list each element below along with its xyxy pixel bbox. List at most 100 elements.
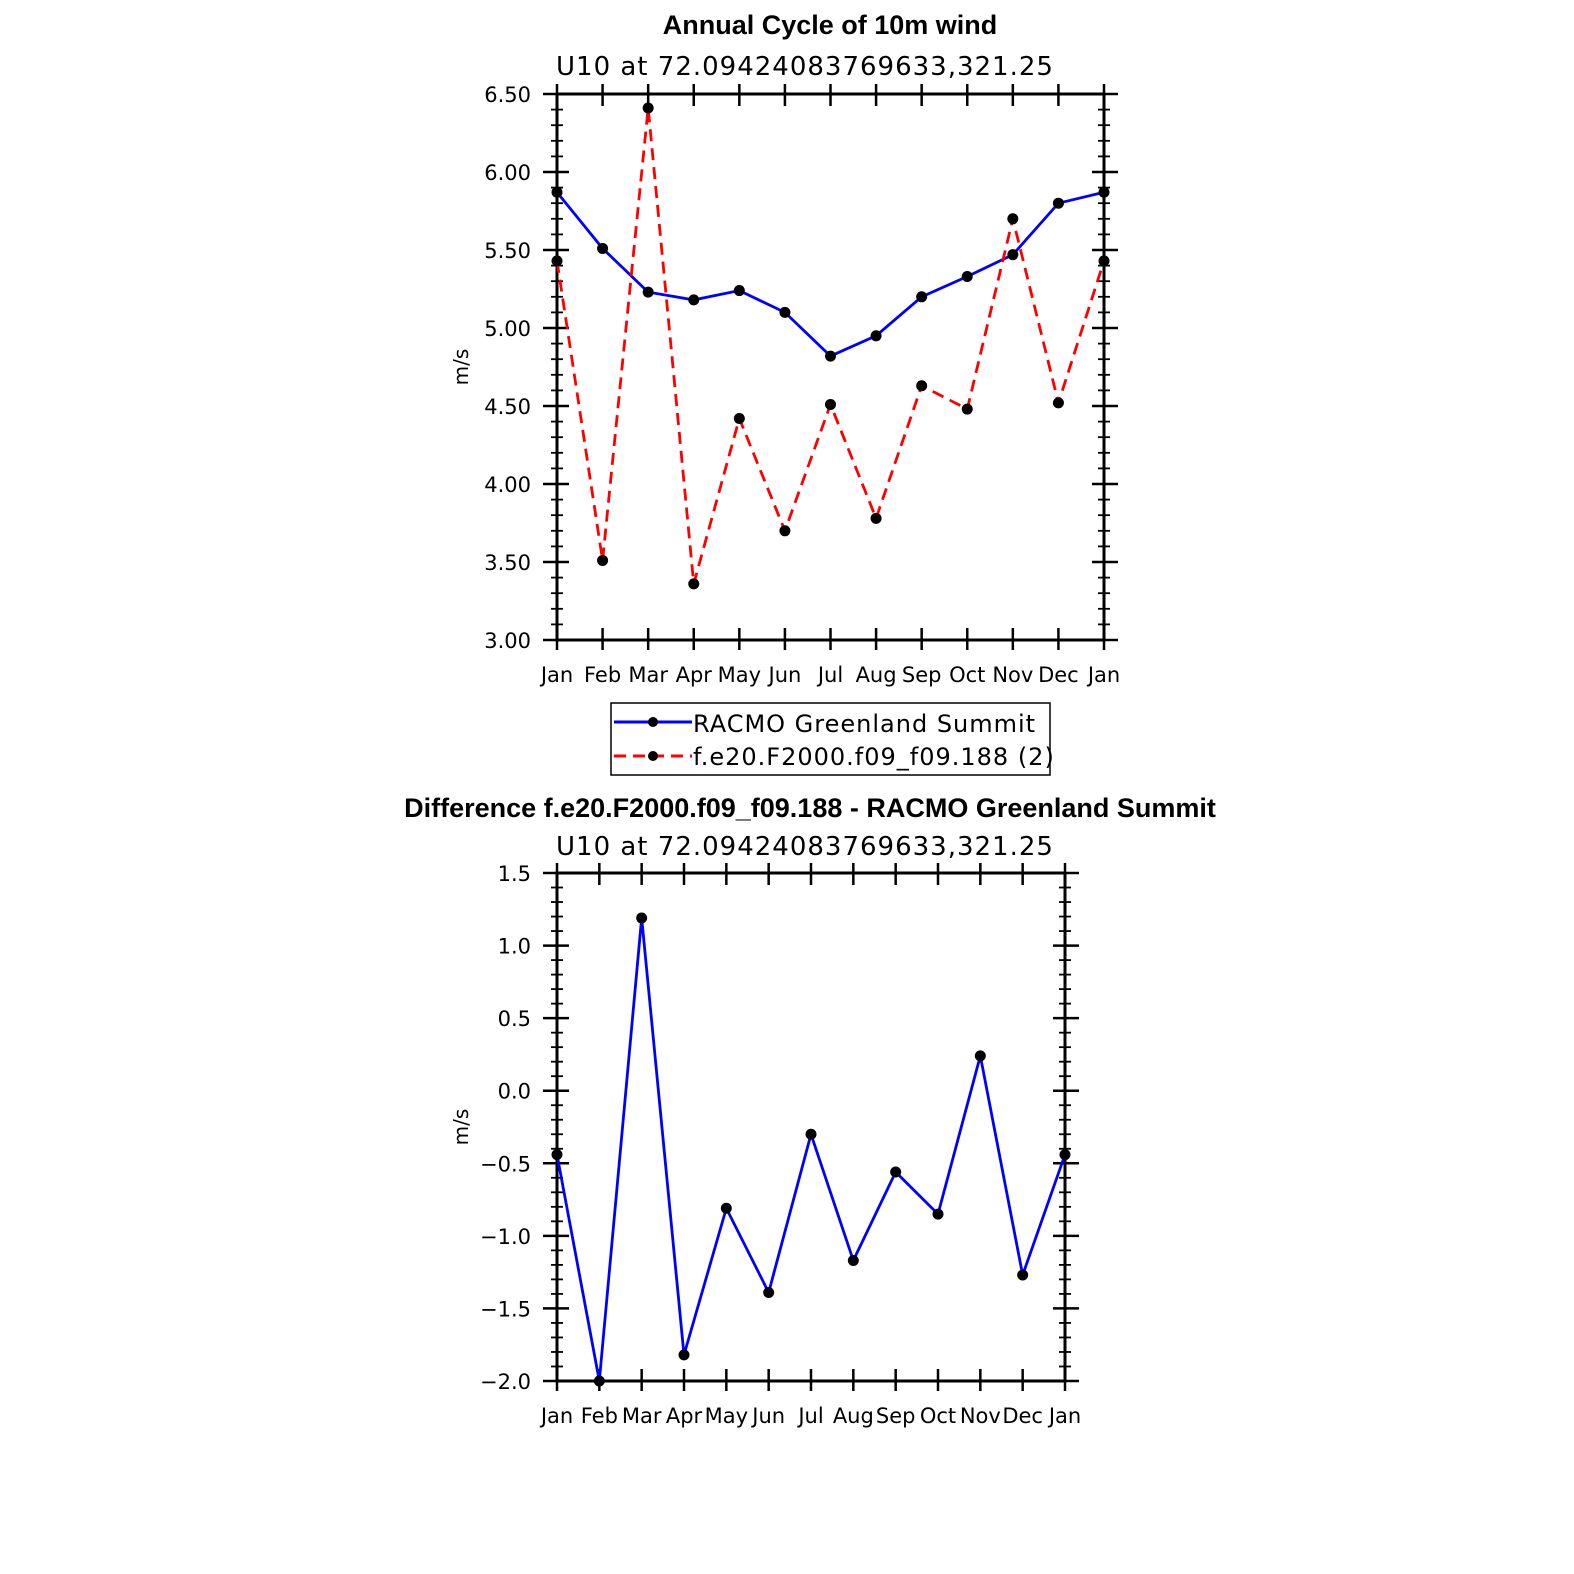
axis-ticks: Jan Feb Mar Apr May Jun Jul Aug Sep Oct Nov Dec Jan−…: [480, 862, 1081, 1428]
data-point: [636, 912, 648, 924]
x-tick-label: Feb: [584, 663, 621, 687]
data-point: [551, 255, 563, 267]
data-point: [720, 1202, 732, 1214]
x-tick-label: Mar: [622, 1404, 662, 1428]
x-tick-label: Oct: [949, 663, 985, 687]
legend-marker-model: [648, 751, 658, 761]
y-tick-label: 0.5: [498, 1007, 531, 1031]
data-point: [678, 1349, 690, 1361]
data-point: [1098, 186, 1110, 198]
y-tick-label: 4.00: [484, 473, 531, 497]
data-point: [890, 1166, 902, 1178]
series-line-0: [555, 917, 1067, 1382]
data-point: [825, 350, 836, 362]
x-tick-label: Jan: [539, 663, 573, 687]
x-tick-label: Aug: [856, 663, 897, 687]
y-tick-label: 4.50: [484, 395, 531, 419]
y-tick-label: 6.50: [484, 83, 531, 107]
x-tick-label: Aug: [833, 1404, 874, 1428]
data-point: [847, 1255, 859, 1267]
x-tick-label: Dec: [1002, 1404, 1043, 1428]
data-point: [1007, 249, 1019, 261]
data-point: [974, 1050, 986, 1062]
x-tick-label: Sep: [902, 663, 942, 687]
plot-frame: [555, 871, 1067, 1383]
y-tick-label: −1.5: [480, 1297, 531, 1321]
x-tick-label: Jun: [767, 663, 802, 687]
data-point: [688, 294, 700, 306]
data-point: [1007, 213, 1019, 225]
difference-chart: Difference f.e20.F2000.f09_f09.188 - RAC…: [404, 793, 1216, 1428]
series-layer: [551, 102, 1110, 590]
x-tick-label: Jun: [750, 1404, 785, 1428]
data-point: [825, 398, 836, 410]
data-point: [779, 306, 791, 318]
data-point: [1017, 1269, 1029, 1281]
x-tick-label: Jul: [796, 1404, 823, 1428]
x-tick-label: Nov: [960, 1404, 1001, 1428]
series-line-0: [555, 190, 1105, 358]
data-point: [961, 403, 973, 415]
x-tick-label: Jan: [1047, 1404, 1081, 1428]
data-point: [593, 1375, 605, 1387]
data-point: [1098, 255, 1110, 267]
axis-ticks: Jan Feb Mar Apr May Jun Jul Aug Sep Oct Nov Dec Jan 3…: [484, 83, 1120, 687]
y-tick-label: −1.0: [480, 1225, 531, 1249]
legend-marker-racmo: [648, 717, 658, 727]
series-layer: [551, 912, 1071, 1387]
data-point: [597, 242, 609, 254]
legend-label-model: f.e20.F2000.f09_f09.188 (2): [693, 743, 1055, 771]
x-tick-label: Jul: [816, 663, 843, 687]
data-point: [642, 102, 654, 114]
x-tick-label: Dec: [1038, 663, 1079, 687]
data-point: [642, 286, 654, 298]
x-tick-label: May: [705, 1404, 748, 1428]
data-point: [688, 578, 700, 590]
y-tick-label: −2.0: [480, 1370, 531, 1394]
x-tick-label: Jan: [1086, 663, 1120, 687]
data-point: [551, 186, 563, 198]
data-point: [779, 525, 791, 537]
x-tick-label: Feb: [581, 1404, 618, 1428]
y-tick-label: 3.50: [484, 551, 531, 575]
x-tick-label: Apr: [666, 1404, 703, 1428]
data-point: [961, 271, 973, 283]
data-point: [733, 285, 745, 297]
chart-subtitle: U10 at 72.09424083769633,321.25: [556, 832, 1054, 862]
data-point: [1052, 397, 1064, 409]
data-point: [916, 291, 928, 303]
x-tick-label: Sep: [876, 1404, 916, 1428]
y-tick-label: 3.00: [484, 629, 531, 653]
data-point: [763, 1286, 775, 1298]
y-axis-label: m/s: [449, 1109, 473, 1146]
y-tick-label: 5.50: [484, 239, 531, 263]
data-point: [805, 1128, 817, 1140]
plot-frame: [555, 92, 1106, 642]
y-tick-label: 1.0: [498, 935, 531, 959]
x-tick-label: Jan: [539, 1404, 573, 1428]
data-point: [916, 380, 928, 392]
y-tick-label: 1.5: [498, 862, 531, 886]
x-tick-label: Oct: [920, 1404, 956, 1428]
x-tick-label: Apr: [676, 663, 713, 687]
legend: RACMO Greenland Summit f.e20.F2000.f09_f…: [610, 702, 1055, 776]
data-point: [733, 412, 745, 424]
legend-box: [610, 702, 1051, 776]
data-point: [551, 1149, 563, 1161]
y-tick-label: 6.00: [484, 161, 531, 185]
chart-subtitle: U10 at 72.09424083769633,321.25: [556, 52, 1054, 82]
chart-title: Annual Cycle of 10m wind: [663, 10, 998, 40]
data-point: [1052, 197, 1064, 209]
y-tick-label: 5.00: [484, 317, 531, 341]
chart-title: Difference f.e20.F2000.f09_f09.188 - RAC…: [404, 793, 1216, 823]
annual-cycle-chart: Annual Cycle of 10m wind U10 at 72.09424…: [449, 10, 1120, 776]
data-point: [870, 330, 882, 342]
legend-label-racmo: RACMO Greenland Summit: [693, 710, 1036, 738]
data-point: [597, 554, 609, 566]
data-point: [870, 512, 882, 524]
x-tick-label: Mar: [628, 663, 668, 687]
data-point: [1059, 1149, 1071, 1161]
series-line-1: [555, 107, 1106, 585]
y-tick-label: −0.5: [480, 1152, 531, 1176]
